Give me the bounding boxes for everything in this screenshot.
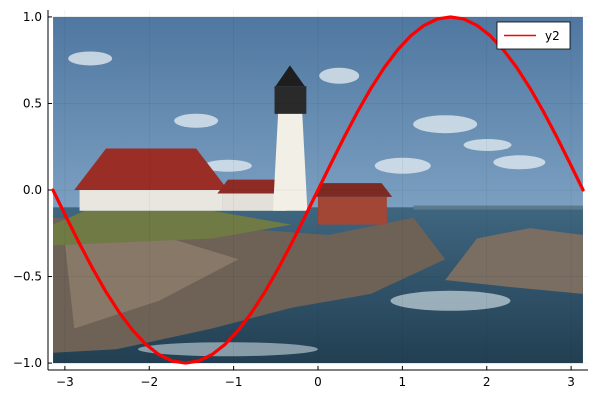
x-tick-label: −3: [56, 375, 74, 389]
cloud: [174, 113, 219, 128]
grass: [53, 210, 292, 246]
sea-foam: [137, 342, 318, 357]
x-tick-label: 3: [567, 375, 575, 389]
x-tick-label: −2: [140, 375, 158, 389]
x-tick-label: 1: [399, 375, 407, 389]
series-line-y2: [51, 15, 585, 365]
cloud: [68, 51, 113, 66]
y-tick-label: 0.0: [23, 183, 42, 197]
cloud: [319, 67, 360, 84]
lighthouse-cap: [275, 65, 305, 87]
x-tick-label: 2: [483, 375, 491, 389]
series-layer: [51, 15, 585, 365]
x-tick-label: 0: [314, 375, 322, 389]
annex: [222, 190, 287, 211]
cloud: [413, 115, 478, 134]
sea-foam: [390, 290, 511, 311]
rocks-right: [445, 228, 583, 294]
y-tick-label: 0.5: [23, 96, 42, 110]
cloud: [374, 157, 431, 174]
cloud: [493, 155, 546, 170]
y-tick-label: −1.0: [13, 356, 42, 370]
cloud: [203, 159, 252, 172]
annex-roof: [217, 179, 292, 194]
house: [79, 186, 223, 211]
house-roof: [74, 148, 228, 190]
y-tick-label: 1.0: [23, 10, 42, 24]
lighthouse-tower: [272, 110, 308, 211]
x-tick-label: −1: [225, 375, 243, 389]
red-building-roof: [312, 183, 393, 197]
distant-shore: [413, 205, 583, 210]
y-axis: −1.0 −0.5 0.0 0.5 1.0: [13, 10, 52, 370]
y-tick-label: −0.5: [13, 270, 42, 284]
red-building: [318, 196, 387, 225]
x-axis: −3 −2 −1 0 1 2 3: [56, 366, 575, 389]
rocks-highlight: [63, 231, 239, 329]
legend-label-y2: y2: [545, 29, 560, 43]
lighthouse-lamp: [274, 86, 307, 114]
legend: y2: [496, 21, 571, 50]
cloud: [463, 139, 512, 151]
lighthouse-background-image: [53, 16, 583, 364]
